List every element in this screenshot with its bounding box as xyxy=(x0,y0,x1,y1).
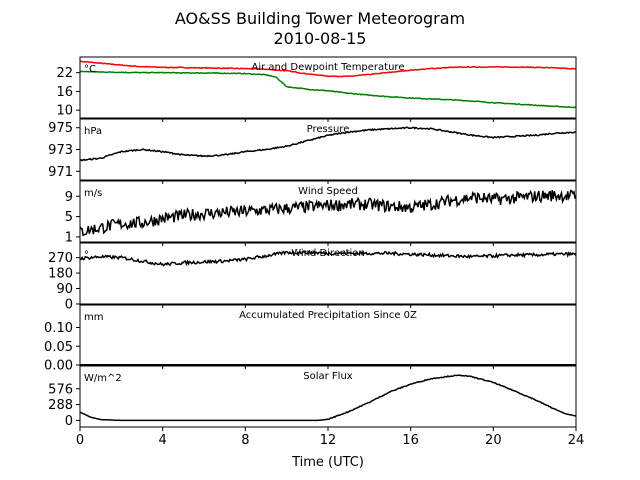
y-tick-label: 180 xyxy=(48,267,73,282)
series-line-0 xyxy=(80,60,576,78)
panel-accumulated-precipitation-since-0z: 0.00 0.05 0.10 Accumulated Precipitation Si… xyxy=(44,304,577,374)
x-axis-label: Time (UTC) xyxy=(291,455,364,470)
panel-unit: W/m^2 xyxy=(84,373,122,384)
x-tick-label: 8 xyxy=(241,433,249,448)
y-tick-label: 90 xyxy=(56,282,73,297)
panel-air-and-dewpoint-temperature: 10 16 22 Air and Dewpoint Temperature °C xyxy=(56,56,577,122)
y-tick-label: 9 xyxy=(65,190,73,205)
y-tick-label: 288 xyxy=(48,398,73,413)
x-tick-label: 16 xyxy=(402,433,419,448)
x-tick-label: 12 xyxy=(320,433,337,448)
series-line-1 xyxy=(80,70,576,109)
y-tick-label: 22 xyxy=(56,66,73,81)
panel-unit: hPa xyxy=(84,126,102,137)
y-tick-label: 1 xyxy=(65,230,73,245)
x-tick-label: 0 xyxy=(76,433,84,448)
x-tick-label: 24 xyxy=(568,433,585,448)
x-tick-label: 4 xyxy=(159,433,167,448)
panel-unit: ° xyxy=(84,250,89,261)
panel-title: Air and Dewpoint Temperature xyxy=(252,62,405,73)
y-tick-label: 5 xyxy=(65,210,73,225)
series-line-0 xyxy=(80,249,576,267)
series-line-0 xyxy=(80,189,576,237)
series-line-0 xyxy=(80,374,576,422)
y-tick-label: 16 xyxy=(56,85,73,100)
figure-title-line1: AO&SS Building Tower Meteorogram xyxy=(175,9,465,28)
panel-pressure: 971 973 975 Pressure hPa xyxy=(48,118,577,184)
panel-title: Wind Speed xyxy=(298,186,358,197)
panel-unit: mm xyxy=(84,312,103,323)
x-tick-label: 20 xyxy=(485,433,502,448)
y-tick-label: 0.00 xyxy=(44,359,73,374)
y-tick-label: 0 xyxy=(65,414,73,429)
series-line-0 xyxy=(80,126,576,162)
panel-wind-speed: 1 5 9 Wind Speed m/s xyxy=(65,180,577,246)
y-tick-label: 0.05 xyxy=(44,340,73,355)
panel-title: Wind Direction xyxy=(291,248,365,259)
panel-title: Solar Flux xyxy=(303,371,353,382)
y-tick-label: 975 xyxy=(48,121,73,136)
y-tick-label: 971 xyxy=(48,165,73,180)
y-tick-label: 973 xyxy=(48,143,73,158)
y-tick-label: 10 xyxy=(56,104,73,119)
y-tick-label: 270 xyxy=(48,251,73,266)
panel-unit: °C xyxy=(84,64,96,75)
y-tick-label: 0 xyxy=(65,298,73,313)
y-tick-label: 0.10 xyxy=(44,321,73,336)
figure-title-line2: 2010-08-15 xyxy=(274,29,367,48)
panel-title: Accumulated Precipitation Since 0Z xyxy=(239,310,417,321)
y-tick-label: 576 xyxy=(48,382,73,397)
panel-title: Pressure xyxy=(307,124,350,135)
panel-unit: m/s xyxy=(84,188,102,199)
